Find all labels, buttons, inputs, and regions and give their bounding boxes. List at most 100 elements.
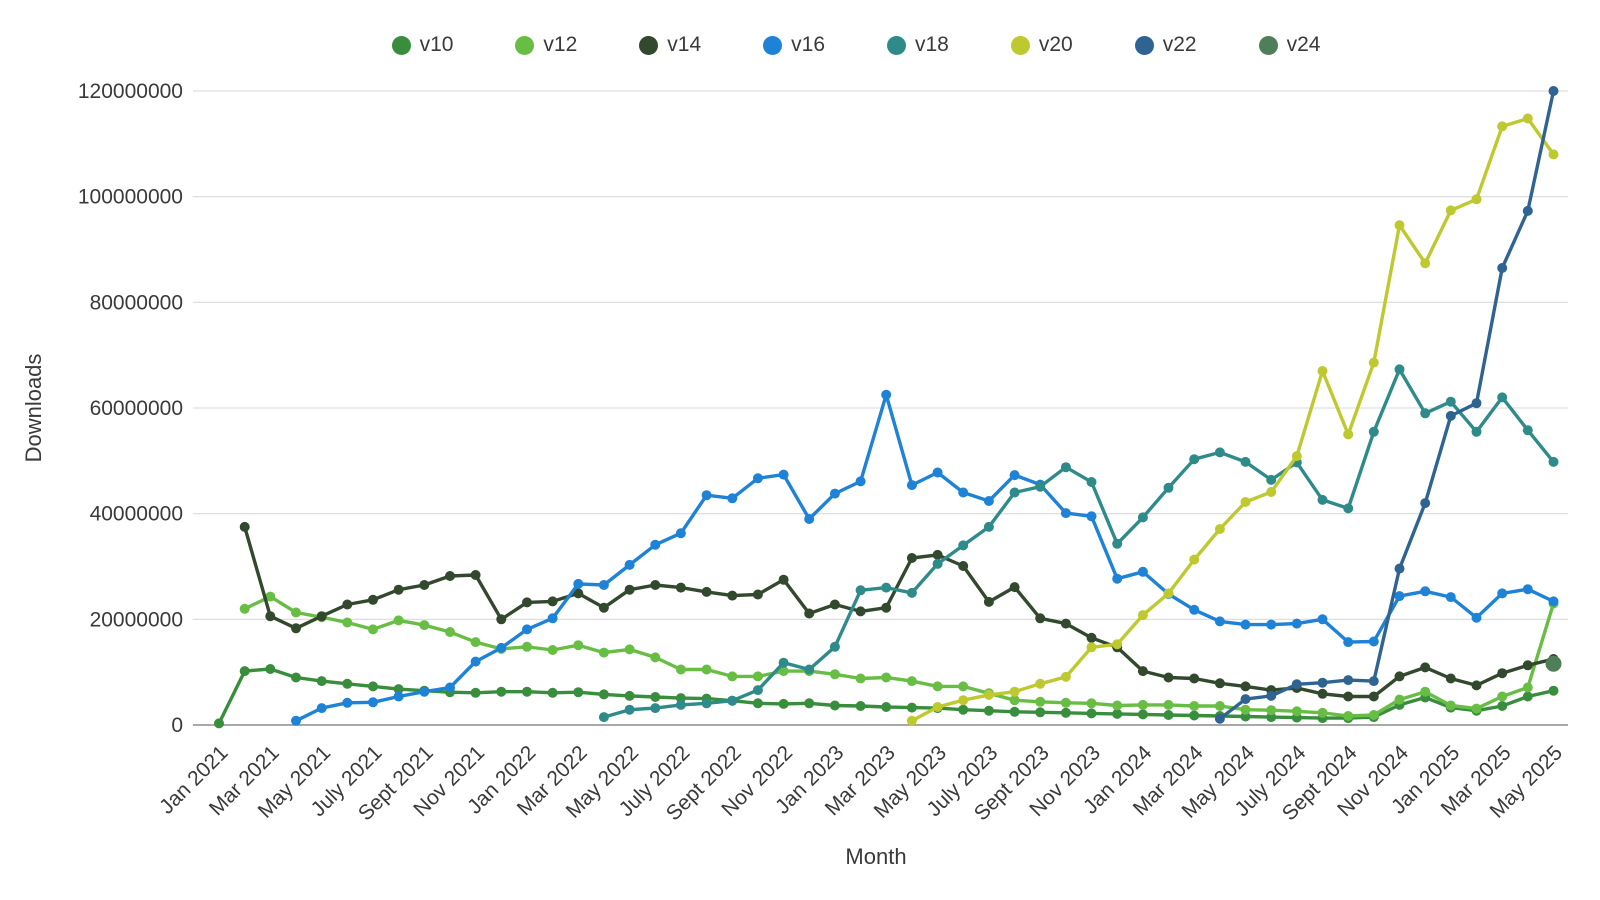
data-point-v14 bbox=[1137, 666, 1148, 677]
data-point-v18 bbox=[1112, 538, 1123, 549]
legend-item-v22[interactable]: v22 bbox=[1134, 33, 1197, 57]
data-point-v12 bbox=[1086, 698, 1097, 709]
legend-label: v14 bbox=[667, 33, 702, 56]
data-point-v22 bbox=[1445, 410, 1456, 421]
legend-swatch-icon bbox=[1010, 35, 1030, 55]
data-point-v18 bbox=[1035, 481, 1046, 492]
legend-item-v12[interactable]: v12 bbox=[515, 33, 577, 57]
data-point-v14 bbox=[1009, 582, 1020, 593]
data-point-v16 bbox=[291, 715, 301, 726]
data-point-v12 bbox=[881, 672, 892, 683]
data-point-v18 bbox=[906, 587, 917, 598]
legend-item-v20[interactable]: v20 bbox=[1010, 33, 1073, 57]
legend-item-v10[interactable]: v10 bbox=[391, 33, 453, 57]
data-point-v14 bbox=[598, 602, 609, 613]
data-point-v18 bbox=[1343, 503, 1354, 514]
data-point-v12 bbox=[573, 640, 584, 651]
y-tick-label: 0 bbox=[171, 714, 183, 737]
data-point-v14 bbox=[1471, 680, 1482, 691]
data-point-v12 bbox=[624, 644, 635, 655]
data-point-v20 bbox=[1445, 205, 1456, 216]
data-point-v12 bbox=[291, 607, 301, 618]
data-point-v12 bbox=[368, 624, 378, 635]
data-point-v16 bbox=[1189, 604, 1200, 615]
data-point-v16 bbox=[496, 642, 507, 653]
data-point-v10 bbox=[1035, 707, 1046, 718]
data-point-v14 bbox=[1163, 672, 1174, 683]
data-point-v10 bbox=[470, 687, 481, 698]
data-point-v16 bbox=[1112, 573, 1123, 584]
data-point-v16 bbox=[983, 496, 994, 506]
data-point-v14 bbox=[522, 597, 532, 608]
data-point-v20 bbox=[1189, 554, 1200, 565]
legend-item-v16[interactable]: v16 bbox=[763, 33, 825, 57]
legend-label: v12 bbox=[543, 33, 578, 56]
legend-item-v14[interactable]: v14 bbox=[639, 33, 701, 57]
data-point-v16 bbox=[727, 493, 738, 504]
y-tick-label: 120000000 bbox=[78, 80, 183, 103]
data-point-v18 bbox=[1060, 462, 1071, 473]
data-point-v16 bbox=[1086, 511, 1097, 522]
data-point-v14 bbox=[1420, 662, 1431, 673]
data-point-v14 bbox=[1368, 691, 1379, 702]
data-point-v18 bbox=[675, 699, 686, 710]
data-point-v12 bbox=[1343, 711, 1354, 721]
data-point-v12 bbox=[675, 664, 686, 675]
data-point-v20 bbox=[1266, 487, 1277, 497]
data-point-v10 bbox=[214, 718, 224, 729]
data-point-v12 bbox=[1214, 701, 1225, 711]
data-point-v14 bbox=[1445, 673, 1456, 684]
data-point-v16 bbox=[445, 682, 455, 693]
legend-swatch-icon bbox=[515, 35, 535, 55]
data-point-v18 bbox=[1240, 456, 1251, 467]
data-point-v16 bbox=[1420, 586, 1431, 597]
legend-item-v18[interactable]: v18 bbox=[887, 33, 949, 57]
data-point-v18 bbox=[1394, 364, 1405, 375]
grid-and-axes: 0 20000000 40000000 60000000 80000000 1000000… bbox=[78, 80, 1568, 737]
data-point-v14 bbox=[932, 549, 943, 560]
data-point-v16 bbox=[1497, 588, 1508, 599]
data-point-v12 bbox=[445, 627, 455, 637]
data-point-v10 bbox=[1522, 691, 1533, 702]
data-point-v10 bbox=[804, 698, 815, 709]
data-point-v16 bbox=[547, 613, 558, 624]
data-point-v18 bbox=[1137, 512, 1148, 523]
data-point-v10 bbox=[316, 676, 327, 687]
data-point-v16 bbox=[804, 514, 815, 524]
data-point-v14 bbox=[752, 589, 763, 600]
data-point-v22 bbox=[1420, 498, 1431, 509]
data-point-v14 bbox=[1522, 660, 1533, 671]
data-point-v16 bbox=[752, 473, 763, 484]
data-point-v10 bbox=[906, 702, 917, 713]
data-point-v14 bbox=[983, 596, 994, 607]
data-point-v14 bbox=[1086, 632, 1097, 643]
data-point-v20 bbox=[1497, 121, 1508, 132]
data-point-v16 bbox=[342, 697, 353, 708]
data-point-v12 bbox=[265, 591, 276, 602]
data-point-v16 bbox=[829, 488, 840, 499]
legend-item-v24[interactable]: v24 bbox=[1258, 33, 1320, 57]
data-point-v18 bbox=[650, 703, 661, 714]
data-point-v20 bbox=[1214, 524, 1225, 534]
data-point-v16 bbox=[419, 686, 430, 697]
data-point-v12 bbox=[650, 652, 661, 663]
data-point-v10 bbox=[368, 681, 378, 692]
data-point-v18 bbox=[1163, 482, 1174, 493]
data-point-v20 bbox=[1163, 588, 1174, 599]
series-line-v14 bbox=[243, 525, 1556, 699]
data-point-v16 bbox=[1522, 584, 1533, 595]
data-point-v12 bbox=[778, 666, 789, 677]
data-point-v12 bbox=[547, 645, 558, 655]
data-point-v22 bbox=[1214, 713, 1225, 724]
data-point-v16 bbox=[598, 580, 609, 590]
data-point-v12 bbox=[470, 637, 481, 648]
data-point-v14 bbox=[547, 596, 558, 607]
data-point-v12 bbox=[906, 676, 917, 687]
data-point-v14 bbox=[958, 561, 969, 571]
data-point-v18 bbox=[881, 582, 892, 593]
data-point-v20 bbox=[1548, 149, 1559, 160]
data-point-v18 bbox=[1522, 425, 1533, 436]
data-point-v18 bbox=[1497, 392, 1508, 403]
data-point-v10 bbox=[1548, 685, 1559, 696]
